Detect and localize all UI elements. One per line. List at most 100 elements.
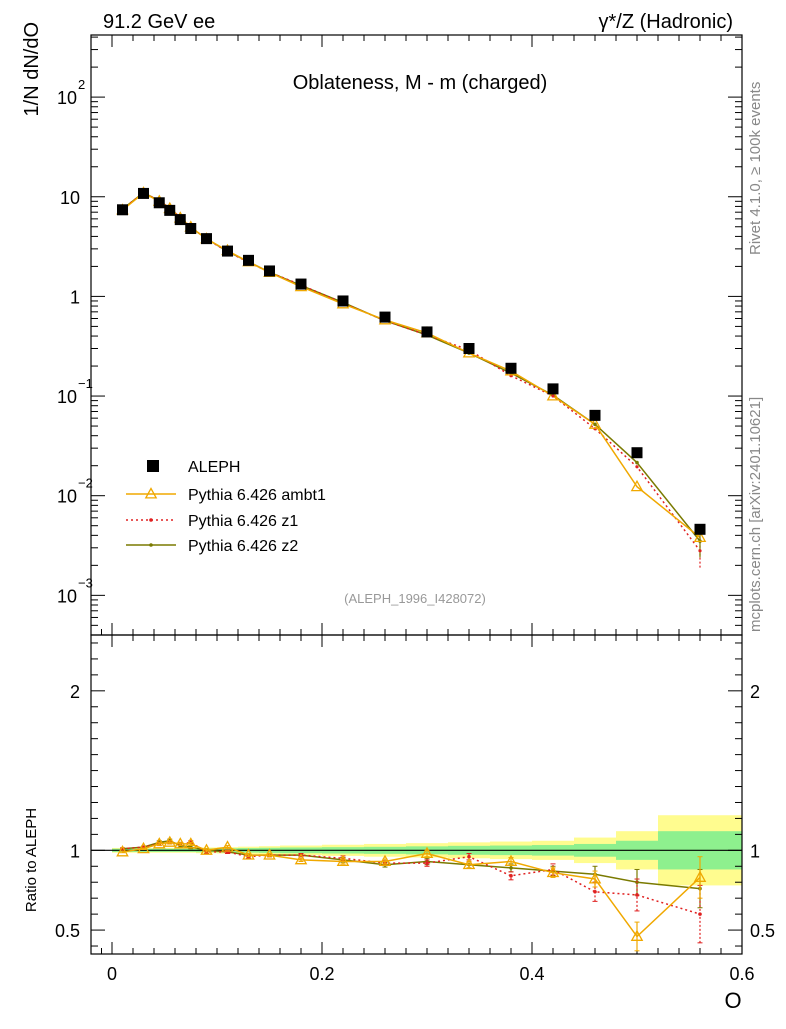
y-tick-label: 10: [57, 88, 77, 108]
z2-point: [593, 422, 597, 427]
y-tick-label: 10: [57, 586, 77, 606]
ratio-tick-marks: [91, 635, 743, 954]
aleph-point: [264, 265, 275, 277]
ratio-z1-point: [509, 874, 513, 878]
rivet-version-label: Rivet 4.1.0, ≥ 100k events: [747, 82, 764, 255]
aleph-point: [547, 383, 559, 395]
y-tick-exponent: 2: [78, 77, 85, 92]
legend-z2-marker: [149, 543, 153, 547]
ratio-z1-line: [122, 841, 701, 915]
aleph-point: [463, 343, 475, 355]
ratio-z1-point: [593, 889, 597, 894]
ratio-ambt1-point: [420, 846, 434, 859]
y-tick-label: 10: [60, 188, 80, 208]
aleph-point: [295, 278, 307, 290]
ratio-y-tick-label-right: 2: [750, 682, 760, 702]
ratio-ambt1-point: [163, 835, 177, 847]
main-y-axis-label: 1/N dN/dO: [21, 22, 43, 116]
z1-point: [635, 465, 639, 469]
ratio-y-tick-label-right: 1: [750, 841, 760, 861]
ratio-ambt1-point: [378, 854, 392, 866]
ratio-ambt1-point: [137, 841, 150, 854]
ratio-panel: Ratio to ALEPH 0.5 0.5 1 1 2 2 0 0.2 0.4 0.6 O: [23, 634, 775, 1013]
legend: ALEPH Pythia 6.426 ambt1 Pythia 6.426 z1 Py…: [126, 459, 326, 555]
aleph-point: [337, 295, 349, 307]
header-energy-label: 91.2 GeV ee: [103, 11, 215, 33]
aleph-point: [379, 311, 391, 323]
x-tick-labels: 0 0.2 0.4 0.6: [107, 964, 755, 984]
aleph-point: [694, 523, 706, 535]
ambt1-point: [630, 479, 644, 492]
aleph-point: [153, 197, 165, 209]
header-process-label: γ*/Z (Hadronic): [599, 11, 733, 33]
legend-aleph-marker: [147, 460, 159, 472]
legend-entry: Pythia 6.426 z2: [188, 538, 298, 555]
x-tick-label: 0.2: [309, 964, 334, 984]
aleph-point: [505, 362, 517, 374]
ratio-ambt1-line: [122, 841, 701, 938]
legend-entry: ALEPH: [188, 459, 240, 476]
analysis-watermark: (ALEPH_1996_I428072): [344, 591, 486, 606]
legend-entry: Pythia 6.426 ambt1: [188, 487, 326, 504]
mcplots-label: mcplots.cern.ch [arXiv:2401.10621]: [747, 397, 764, 632]
x-axis-label: O: [724, 988, 741, 1013]
z1-point: [551, 394, 555, 398]
ratio-ambt1-point: [462, 857, 476, 870]
x-tick-label: 0.6: [729, 964, 754, 984]
ratio-ambt1-point: [546, 865, 560, 878]
ratio-y-tick-label: 2: [70, 682, 80, 702]
legend-ambt1-marker: [144, 487, 158, 499]
ratio-ambt1-point: [200, 843, 213, 855]
x-tick-label: 0.4: [519, 964, 544, 984]
ratio-ambt1-point: [184, 837, 198, 849]
ambt1-point: [693, 530, 707, 543]
ratio-frame: [90, 634, 743, 955]
y-tick-exponent: −2: [78, 476, 93, 491]
ratio-ambt1-point: [504, 854, 518, 866]
y-tick-label: 10: [57, 487, 77, 507]
y-tick-label: 1: [70, 287, 80, 307]
ratio-y-tick-label-right: 0.5: [750, 921, 775, 941]
ratio-z1-point: [467, 854, 471, 859]
ratio-series-group: [116, 835, 707, 952]
aleph-point: [421, 326, 433, 338]
legend-entry: Pythia 6.426 z1: [188, 513, 298, 530]
ratio-y-tick-label: 0.5: [55, 921, 80, 941]
ratio-z1-point: [698, 912, 702, 916]
y-tick-exponent: −3: [78, 575, 93, 590]
aleph-point: [201, 233, 212, 245]
ratio-ambt1-point: [630, 929, 644, 941]
z2-point: [635, 460, 639, 465]
ratio-ambt1-point: [221, 840, 234, 852]
aleph-point: [185, 223, 197, 235]
aleph-point: [222, 245, 233, 257]
x-tick-label: 0: [107, 964, 117, 984]
ratio-ambt1-point: [242, 848, 255, 860]
ratio-ambt1-point: [173, 837, 187, 849]
z1-point: [698, 549, 702, 553]
aleph-point: [631, 447, 643, 459]
ratio-ambt1-point: [263, 848, 276, 860]
ratio-ambt1-point: [588, 872, 602, 884]
aleph-point: [138, 187, 149, 199]
ratio-ambt1-point: [152, 837, 166, 849]
ratio-y-tick-label: 1: [70, 841, 80, 861]
main-series-group: [116, 186, 707, 568]
y-tick-label: 10: [57, 387, 77, 407]
y-tick-exponent: −1: [78, 376, 93, 391]
ratio-y-tick-labels: 0.5 0.5 1 1 2 2: [55, 682, 775, 941]
ratio-ambt1-point: [693, 870, 707, 882]
ratio-z2-point: [509, 866, 513, 870]
aleph-point: [164, 204, 176, 216]
aleph-point: [243, 254, 254, 266]
ratio-z1-point: [425, 861, 429, 865]
ambt1-line: [122, 192, 701, 539]
aleph-point: [589, 409, 601, 421]
main-chart-title: Oblateness, M - m (charged): [293, 72, 548, 94]
main-panel: Oblateness, M - m (charged) (ALEPH_1996_…: [21, 22, 743, 636]
legend-z1-marker: [149, 518, 153, 522]
aleph-point: [117, 204, 128, 216]
